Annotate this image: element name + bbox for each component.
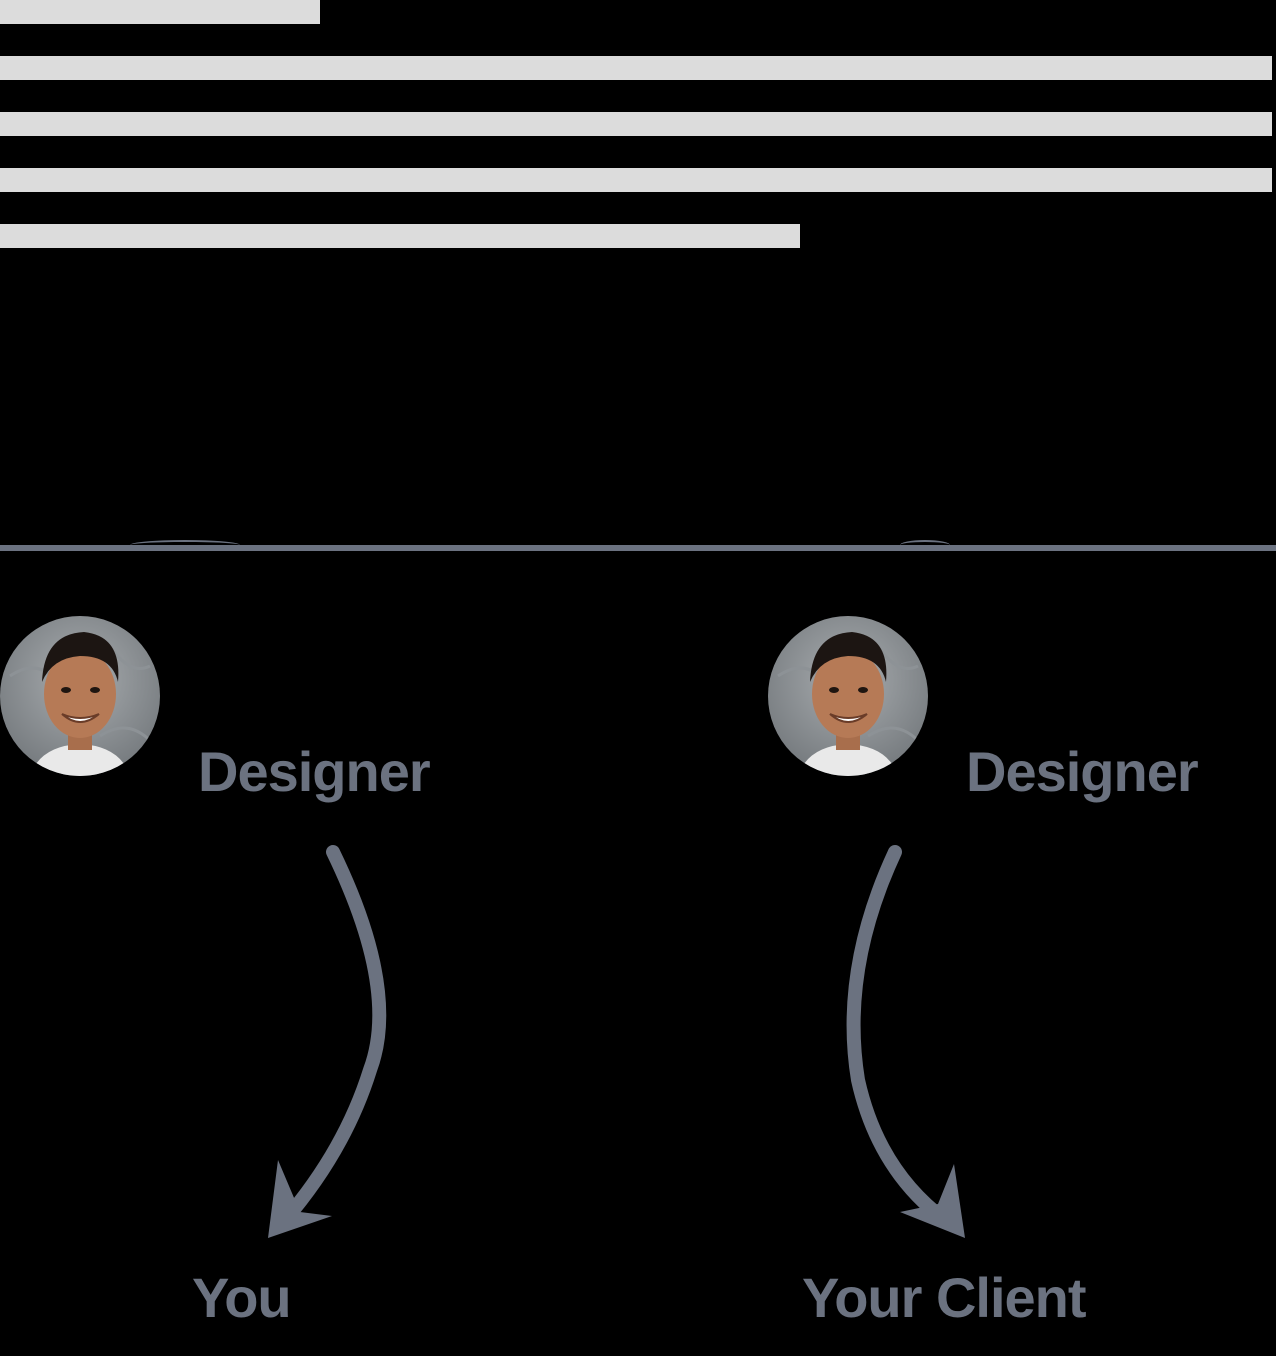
person-photo-icon xyxy=(0,616,160,776)
skeleton-line-5 xyxy=(0,224,800,248)
skeleton-line-1 xyxy=(0,0,320,24)
you-label: You xyxy=(192,1266,292,1329)
person-photo-icon xyxy=(768,616,928,776)
designer-avatar-right xyxy=(768,616,928,776)
your-client-label: Your Client xyxy=(802,1266,1087,1329)
designer-avatar-left xyxy=(0,616,160,776)
divider-mark-right xyxy=(900,540,950,550)
divider-mark-left xyxy=(130,540,240,550)
curved-arrow-down-right-icon xyxy=(846,845,965,1238)
divider-line xyxy=(0,545,1276,551)
skeleton-line-3 xyxy=(0,112,1272,136)
designer-label-right: Designer xyxy=(966,740,1199,803)
designer-label-left: Designer xyxy=(198,740,431,803)
skeleton-line-2 xyxy=(0,56,1272,80)
skeleton-line-4 xyxy=(0,168,1272,192)
curved-arrow-down-left-icon xyxy=(268,845,387,1238)
